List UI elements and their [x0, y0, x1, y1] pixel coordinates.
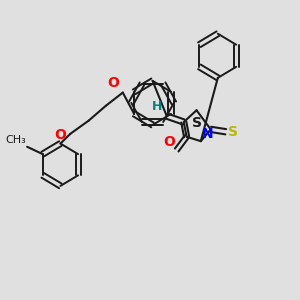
Text: O: O [54, 128, 66, 142]
Text: N: N [201, 127, 213, 141]
Text: O: O [164, 135, 175, 149]
Text: O: O [107, 76, 119, 90]
Text: S: S [192, 116, 202, 130]
Text: S: S [228, 125, 238, 139]
Text: H: H [152, 100, 163, 112]
Text: CH₃: CH₃ [5, 135, 26, 145]
